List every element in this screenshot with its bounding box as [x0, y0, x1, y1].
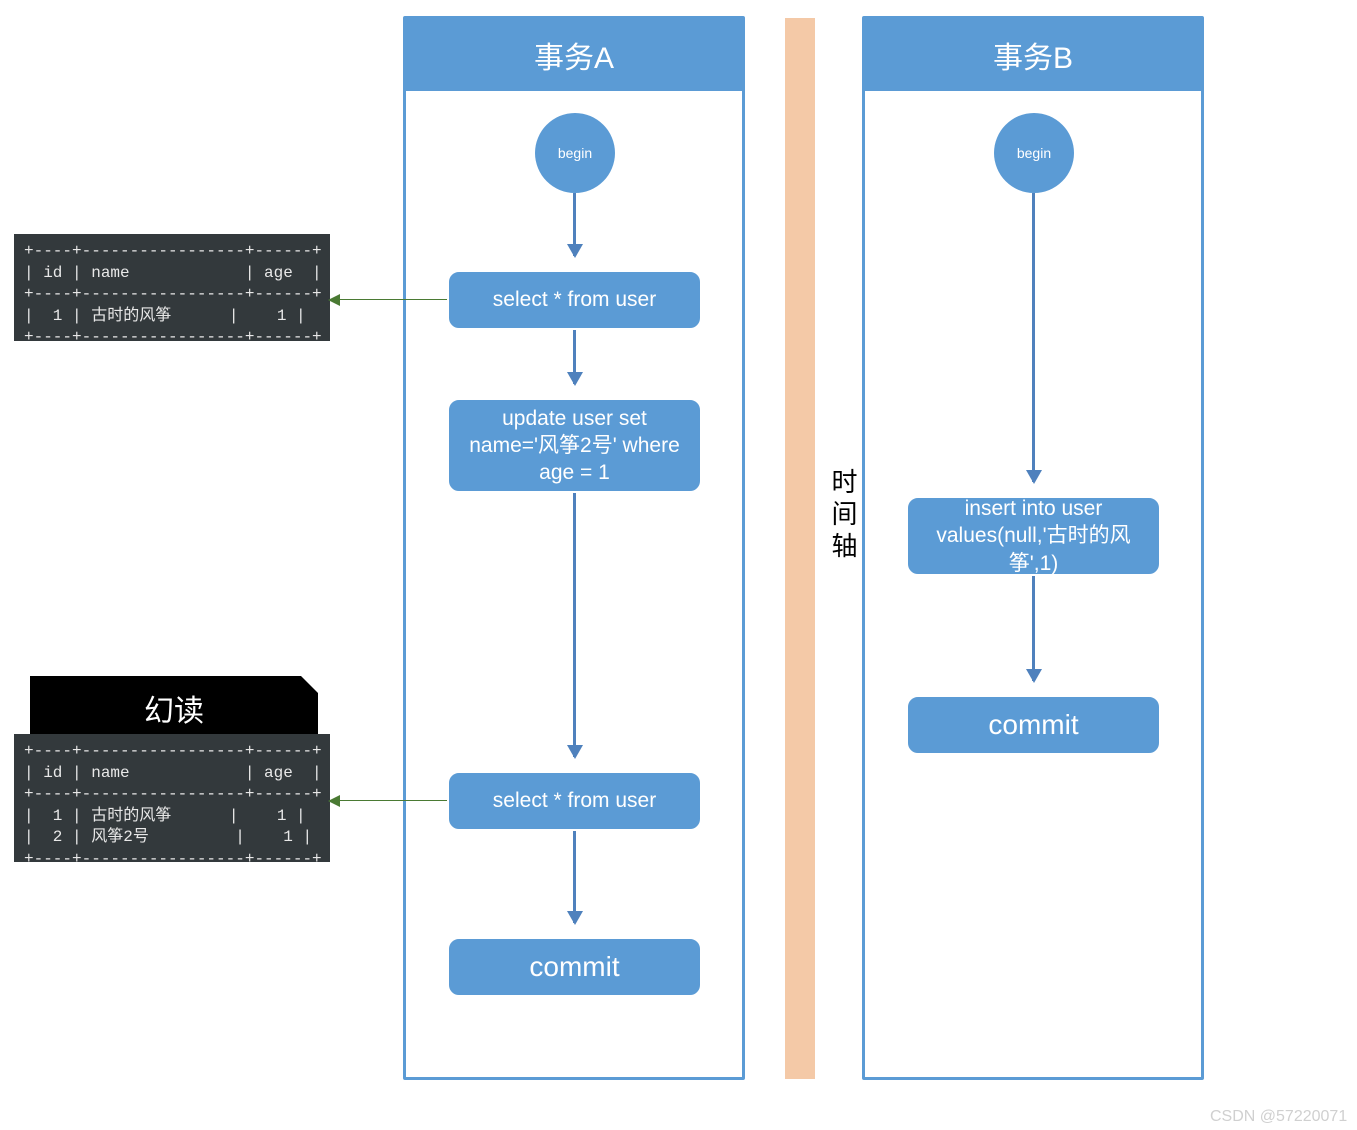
terminal-result-2: +----+-----------------+------+ | id | n…	[14, 734, 330, 862]
time-axis	[785, 18, 815, 1079]
txn-b-title: 事务B	[865, 19, 1201, 91]
txn-a-update-node: update user set name='风筝2号' where age = …	[447, 398, 702, 493]
txn-a-select1-node: select * from user	[447, 270, 702, 330]
txn-b-insert-node: insert into user values(null,'古时的风筝',1)	[906, 496, 1161, 576]
txn-a-arrow-4	[573, 831, 576, 923]
connector-2	[330, 800, 447, 801]
txn-b-arrow-1	[1032, 193, 1035, 482]
txn-a-arrow-1	[573, 193, 576, 256]
txn-a-begin-node: begin	[535, 113, 615, 193]
phantom-read-label: 幻读	[30, 676, 318, 734]
txn-a-arrow-2	[573, 330, 576, 384]
txn-b-commit-node: commit	[906, 695, 1161, 755]
time-axis-label: 时间轴	[825, 468, 862, 564]
connector-1	[330, 299, 447, 300]
txn-a-title: 事务A	[406, 19, 742, 91]
txn-a-arrow-3	[573, 493, 576, 757]
txn-a-select2-node: select * from user	[447, 771, 702, 831]
txn-b-begin-node: begin	[994, 113, 1074, 193]
terminal-result-1: +----+-----------------+------+ | id | n…	[14, 234, 330, 341]
txn-b-arrow-2	[1032, 576, 1035, 681]
txn-a-commit-node: commit	[447, 937, 702, 997]
watermark: CSDN @57220071	[1210, 1108, 1347, 1126]
